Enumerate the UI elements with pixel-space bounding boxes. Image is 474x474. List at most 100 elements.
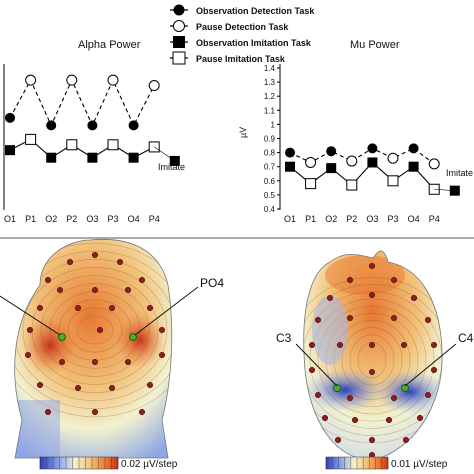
electrode-marker [108,384,116,392]
x-tick-label: O4 [408,214,420,224]
electrode-marker [24,351,32,359]
electrode-marker [96,326,104,334]
electrode-marker [390,314,398,322]
hot-region-left [22,315,78,375]
contour-line [303,284,443,436]
electrode-marker [124,286,132,294]
pause-imitation-point [387,175,399,187]
electrode-marker [390,394,398,402]
electrode-marker [26,326,34,334]
electrode-marker [91,251,99,259]
legend-item-observation-imitation: Observation Imitation Task [170,36,312,48]
contour-line [341,327,403,393]
imitate-label: Imitate [446,168,473,178]
electrode-marker [158,351,166,359]
electrode-label-c4: C4 [458,331,474,345]
electrode-marker [138,408,146,416]
x-tick-label: O1 [4,214,16,224]
electrode-marker [368,368,376,376]
electrode-marker [402,436,410,444]
x-tick-label: P2 [66,214,77,224]
x-tick-label: O3 [366,214,378,224]
obs-detection-point [326,146,337,157]
legend-label: Observation Imitation Task [196,38,312,48]
contour-line [14,258,172,401]
pause-imitation-point [66,139,78,151]
head-outline [14,238,173,459]
cool-region [14,400,60,458]
pause-imitation-point [107,139,119,151]
electrode-c4-highlight [401,384,409,392]
obs-imitation-point [46,152,57,163]
obs-detection-point [5,112,15,123]
legend-item-observation-detection: Observation Detection Task [170,4,315,16]
pause-detection-point [148,80,160,92]
x-tick-label: O1 [284,214,296,224]
chart-title: Alpha Power [78,39,141,51]
obs-detection-point [408,143,419,154]
electrode-marker [308,366,316,374]
obs-imitation-point [285,161,295,172]
filled-circle-icon [173,4,185,16]
electrode-marker [314,316,322,324]
y-tick-label: 1.2 [264,92,276,101]
y-tick-label: 0.5 [264,191,276,200]
posterior-head-map: PO4 [0,238,224,459]
pause-imitation-point [25,133,37,145]
electrode-marker [368,436,376,444]
electrode-marker [91,286,99,294]
warm-region [325,255,405,295]
electrode-marker [36,304,44,312]
pointer-line-po4 [134,286,199,336]
y-tick-label: 0.9 [264,135,276,144]
electrode-marker [430,341,438,349]
imitate-point [169,155,180,166]
electrode-marker [314,391,322,399]
color-scale-right: 0.01 µV/step [325,456,448,470]
electrode-marker [58,358,66,366]
legend-label: Observation Detection Task [196,6,315,16]
electrode-marker [66,258,74,266]
chart-title: Mu Power [350,39,400,51]
electrode-marker [56,286,64,294]
electrode-marker [410,294,418,302]
y-tick-label: 0.7 [264,163,276,172]
y-tick-label: 1.1 [264,106,276,115]
electrode-marker [424,391,432,399]
pause-detection-point [107,74,119,86]
x-tick-label: P2 [346,214,357,224]
legend-label: Pause Detection Task [196,22,289,32]
open-circle-icon [173,20,185,32]
obs-detection-point [46,120,57,131]
pause-detection-point [66,74,78,86]
electrode-c3-highlight [333,384,341,392]
pointer-line-c3 [295,343,338,387]
pause-detection-point [428,158,440,170]
x-tick-label: O3 [86,214,98,224]
pause-detection-point [25,74,37,86]
obs-imitation-point [408,161,419,172]
electrode-marker [385,416,393,424]
electrode-label-c3: C3 [276,331,292,345]
electrode-marker [334,436,342,444]
contour-line [317,305,427,415]
head-outline [303,250,443,461]
contour-line [40,283,150,377]
cold-region-right [374,370,443,414]
electrode-marker [308,341,316,349]
x-tick-label: P3 [107,214,118,224]
pointer-line-left [0,295,61,336]
electrode-marker [321,414,329,422]
electrode-marker [430,366,438,374]
y-tick-label: 0.4 [264,205,276,214]
obs-imitation-point [87,152,98,163]
obs-detection-point [87,120,98,131]
y-tick-label: 0.6 [264,177,276,186]
x-tick-label: P4 [429,214,440,224]
electrode-marker [91,358,99,366]
legend-item-pause-detection: Pause Detection Task [170,20,289,32]
electrode-marker [400,341,408,349]
x-tick-label: O2 [45,214,57,224]
y-tick-label: 0.8 [264,149,276,158]
